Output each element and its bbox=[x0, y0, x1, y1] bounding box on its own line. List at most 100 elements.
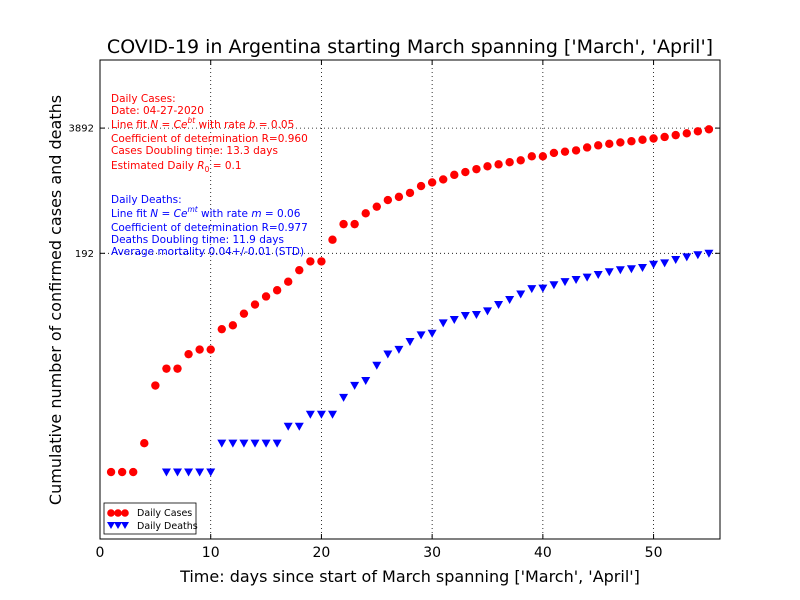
deaths-point bbox=[305, 410, 315, 419]
legend-cases-label: Daily Cases bbox=[137, 508, 192, 519]
deaths-point bbox=[173, 468, 182, 477]
deaths-point bbox=[682, 253, 692, 262]
cases-point bbox=[350, 219, 359, 229]
deaths-point bbox=[195, 468, 205, 477]
cases-point bbox=[228, 321, 238, 330]
legend-cases-marker bbox=[107, 509, 129, 517]
cases-point bbox=[117, 467, 127, 477]
cases-point bbox=[527, 152, 536, 161]
cases-annotation-fit: Line fit N = Cebt with rate b = 0.05 bbox=[111, 116, 294, 131]
deaths-point bbox=[250, 439, 260, 448]
deaths-point bbox=[671, 256, 681, 265]
cases-point bbox=[195, 345, 204, 354]
cases-point bbox=[682, 129, 691, 138]
deaths-point bbox=[405, 337, 415, 346]
x-axis-label: Time: days since start of March spanning… bbox=[179, 567, 640, 586]
cases-point bbox=[272, 286, 282, 295]
y-axis-label: Cumulative number of confirmed cases and… bbox=[46, 95, 65, 505]
deaths-point bbox=[460, 311, 470, 320]
deaths-point bbox=[494, 300, 504, 309]
cases-point bbox=[151, 381, 160, 390]
y-tick-label: 192 bbox=[75, 249, 94, 260]
cases-point bbox=[638, 135, 647, 144]
cases-point bbox=[516, 156, 525, 165]
cases-point bbox=[671, 130, 680, 140]
deaths-point bbox=[217, 439, 227, 448]
deaths-point bbox=[638, 264, 647, 273]
deaths-point bbox=[505, 296, 515, 305]
series-daily-deaths bbox=[161, 249, 714, 477]
cases-point bbox=[450, 170, 459, 180]
deaths-point bbox=[660, 259, 670, 268]
plot-frame bbox=[99, 59, 721, 540]
cases-annotation-heading: Daily Cases: bbox=[111, 93, 176, 105]
x-tick-label: 10 bbox=[202, 545, 220, 561]
deaths-point bbox=[516, 290, 526, 299]
cases-point bbox=[106, 467, 116, 477]
deaths-point bbox=[272, 439, 282, 448]
deaths-annotation-doubling: Deaths Doubling time: 11.9 days bbox=[111, 234, 284, 246]
x-tick-label: 0 bbox=[96, 545, 105, 561]
deaths-point bbox=[471, 310, 481, 319]
cases-point bbox=[140, 439, 149, 448]
cases-point bbox=[483, 162, 492, 171]
deaths-point bbox=[184, 468, 194, 477]
deaths-point bbox=[615, 266, 625, 275]
deaths-point bbox=[649, 260, 659, 269]
deaths-point bbox=[704, 249, 714, 258]
deaths-annotation-r: Coefficient of determination R=0.977 bbox=[111, 222, 308, 234]
cases-point bbox=[217, 324, 226, 334]
deaths-point bbox=[394, 345, 404, 354]
cases-point bbox=[472, 164, 481, 174]
cases-point bbox=[582, 143, 592, 152]
deaths-point bbox=[693, 251, 703, 260]
deaths-point bbox=[483, 307, 492, 316]
cases-point bbox=[439, 175, 448, 184]
x-tick-label: 20 bbox=[313, 545, 331, 561]
legend-box bbox=[103, 502, 197, 535]
deaths-point bbox=[427, 329, 437, 338]
cases-point bbox=[427, 178, 437, 187]
cases-point bbox=[173, 364, 182, 373]
deaths-point bbox=[161, 468, 171, 477]
legend: Daily Cases Daily Deaths bbox=[103, 502, 198, 535]
deaths-point bbox=[383, 350, 393, 359]
cases-point bbox=[571, 146, 581, 155]
x-tick-label: 50 bbox=[645, 545, 663, 561]
cases-annotation: Daily Cases: Date: 04-27-2020 Line fit N… bbox=[111, 93, 308, 174]
series-daily-cases bbox=[106, 125, 714, 477]
cases-point bbox=[549, 148, 559, 158]
y-axis: 192 3892 bbox=[69, 124, 720, 260]
cases-annotation-r: Coefficient of determination R=0.960 bbox=[111, 133, 308, 145]
deaths-point bbox=[228, 439, 238, 448]
cases-point bbox=[261, 292, 271, 301]
cases-point bbox=[693, 127, 703, 136]
cases-point bbox=[317, 257, 326, 266]
cases-point bbox=[649, 134, 658, 143]
cases-point bbox=[372, 202, 381, 211]
deaths-point bbox=[571, 276, 581, 285]
cases-point bbox=[560, 147, 570, 156]
x-tick-label: 40 bbox=[534, 545, 552, 561]
x-axis: 0 10 20 30 40 50 bbox=[96, 60, 663, 561]
cases-point bbox=[660, 132, 669, 142]
legend-deaths-marker bbox=[107, 522, 129, 529]
cases-annotation-r0: Estimated Daily R0 = 0.1 bbox=[111, 160, 242, 174]
cases-point bbox=[162, 364, 171, 373]
x-tick-label: 30 bbox=[423, 545, 441, 561]
deaths-point bbox=[527, 285, 537, 294]
deaths-point bbox=[361, 377, 371, 386]
cases-point bbox=[239, 309, 249, 318]
deaths-point bbox=[294, 422, 304, 431]
deaths-point bbox=[339, 393, 349, 402]
legend-deaths-label: Daily Deaths bbox=[137, 521, 198, 532]
cases-point bbox=[538, 152, 548, 161]
cases-point bbox=[184, 349, 193, 359]
deaths-point bbox=[350, 381, 360, 390]
y-tick-label: 3892 bbox=[69, 124, 94, 135]
deaths-point bbox=[449, 316, 459, 325]
cases-point bbox=[416, 181, 426, 191]
deaths-annotation-fit: Line fit N = Cemt with rate m = 0.06 bbox=[111, 205, 301, 220]
cases-point bbox=[206, 345, 215, 354]
